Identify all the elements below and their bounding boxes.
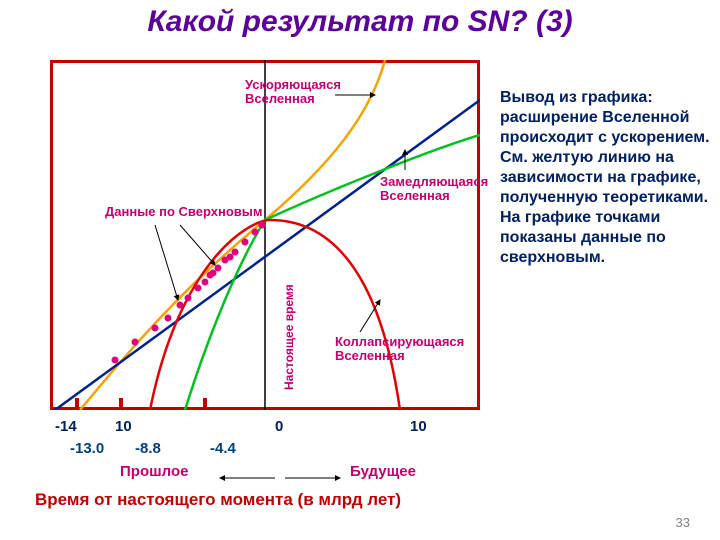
x-tick-label: 10 <box>410 418 427 435</box>
x-tick-label-secondary: -8.8 <box>135 440 161 457</box>
x-tick-label-secondary: -4.4 <box>210 440 236 457</box>
page-title: Какой результат по SN? (3) <box>0 5 720 39</box>
page-number: 33 <box>676 515 690 530</box>
x-tick-label-secondary: -13.0 <box>70 440 104 457</box>
x-tick-label: -14 <box>55 418 77 435</box>
chart-area: Средние расстояния между галактиками Нас… <box>50 60 480 410</box>
annotation-arrows <box>50 60 480 410</box>
side-text: Вывод из графика: расширение Вселенной п… <box>500 88 710 268</box>
x-tick-label: 10 <box>115 418 132 435</box>
past-label: Прошлое <box>120 463 188 480</box>
x-tick-label: 0 <box>275 418 283 435</box>
past-future-arrows <box>215 468 345 488</box>
future-label: Будущее <box>350 463 416 480</box>
x-axis-title: Время от настоящего момента (в млрд лет) <box>35 490 401 510</box>
